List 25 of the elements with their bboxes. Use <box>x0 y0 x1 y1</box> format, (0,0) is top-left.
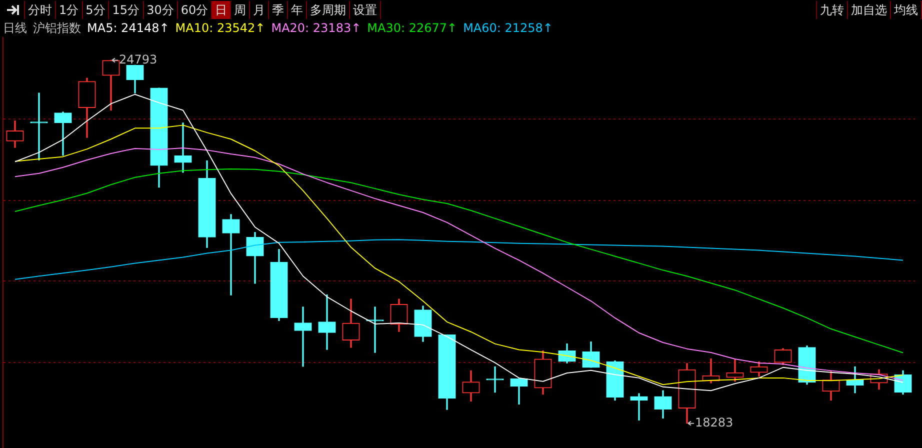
annotation: 18283 <box>695 415 734 430</box>
text: 60分 <box>178 0 212 18</box>
text: 日 <box>212 0 232 18</box>
text: 均线 <box>891 0 922 18</box>
text: MA20: 23183↑ <box>271 21 362 35</box>
text: 周 <box>231 0 250 18</box>
text: 年 <box>288 0 308 18</box>
text: MA10: 23542↑ <box>175 21 266 35</box>
text: 5分 <box>82 0 110 18</box>
text: 15分 <box>109 0 144 18</box>
text: MA60: 21258↑ <box>463 21 553 35</box>
text: 加自选 <box>848 0 891 18</box>
text: 季 <box>269 0 288 18</box>
text: 分时 <box>25 0 56 18</box>
text: 月 <box>250 0 270 18</box>
text: 30分 <box>144 0 178 18</box>
annotation: 24793 <box>119 52 158 66</box>
text: MA30: 22677↑ <box>367 21 458 35</box>
text: 设置 <box>350 0 382 18</box>
chart-subtitle: 沪铝指数 <box>33 20 81 36</box>
chart-title: 日线 <box>3 20 27 36</box>
text: 多周期 <box>307 0 350 18</box>
text: 九转 <box>817 0 848 18</box>
text: MA5: 24148↑ <box>87 21 170 35</box>
text: 1分 <box>56 0 83 18</box>
